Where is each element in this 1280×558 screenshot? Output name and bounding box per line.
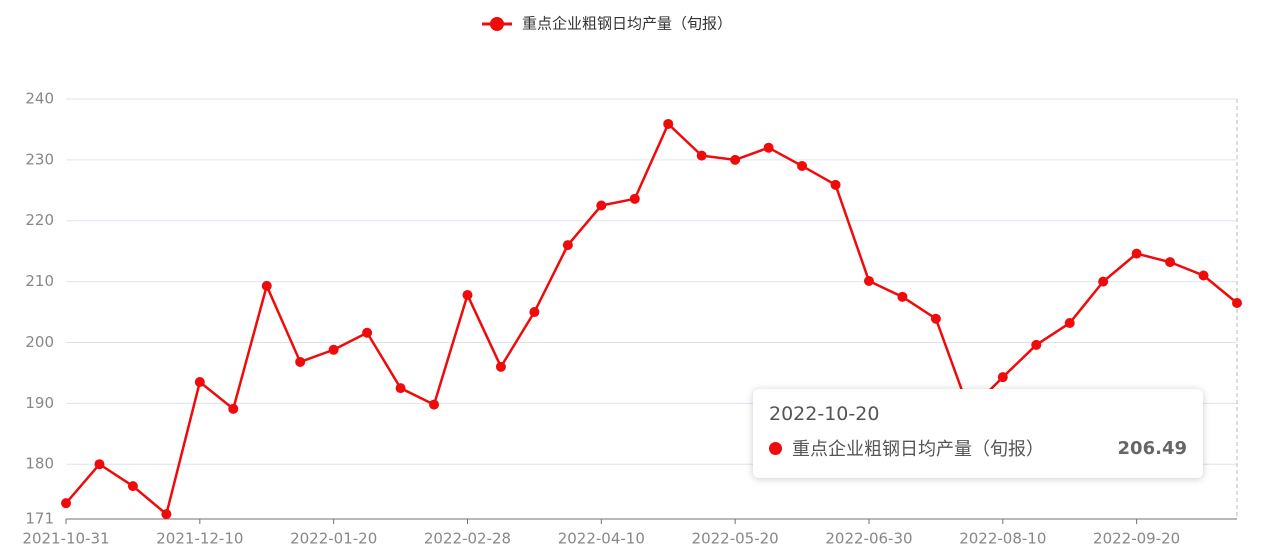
point: [1198, 270, 1209, 281]
tooltip-series: 重点企业粗钢日均产量（旬报）: [792, 439, 1044, 460]
x-tick-label: 2022-05-20: [692, 530, 779, 548]
point: [763, 142, 774, 153]
point: [295, 356, 306, 367]
point: [797, 160, 808, 171]
y-tick-label: 210: [25, 272, 54, 290]
point: [696, 150, 707, 161]
point: [261, 280, 272, 291]
point: [1098, 276, 1109, 287]
point: [228, 403, 239, 414]
x-tick-label: 2022-02-28: [424, 530, 511, 548]
legend-label: 重点企业粗钢日均产量（旬报）: [522, 15, 732, 33]
point: [562, 240, 573, 251]
point: [362, 327, 373, 338]
x-tick-label: 2021-10-31: [22, 530, 109, 548]
x-tick-label: 2022-01-20: [290, 530, 377, 548]
point: [495, 361, 506, 372]
point: [1165, 257, 1176, 268]
x-tick-label: 2022-06-30: [825, 530, 912, 548]
x-tick-label: 2022-04-10: [558, 530, 645, 548]
legend-dot: [490, 17, 504, 31]
point: [395, 383, 406, 394]
y-tick-label: 171: [25, 510, 54, 528]
point: [596, 200, 607, 211]
series-line: [65, 121, 1238, 517]
point: [997, 372, 1008, 383]
tooltip-dot: [769, 441, 782, 455]
y-tick-label: 200: [25, 333, 54, 351]
tooltip-date: 2022-10-20: [769, 403, 880, 425]
point: [161, 509, 172, 520]
tooltip-row: 重点企业粗钢日均产量（旬报） 206.49: [769, 435, 1187, 461]
y-tick-label: 180: [25, 455, 54, 473]
y-tick-label: 190: [25, 394, 54, 412]
y-tick-label: 220: [25, 211, 54, 229]
tooltip-value: 206.49: [1117, 437, 1187, 459]
point: [730, 154, 741, 165]
point: [1232, 297, 1242, 308]
tooltip: 2022-10-20 重点企业粗钢日均产量（旬报） 206.49: [753, 389, 1203, 478]
point: [663, 118, 674, 129]
point: [429, 399, 440, 410]
point: [94, 459, 105, 470]
x-tick-label: 2022-08-10: [959, 530, 1046, 548]
point: [1031, 339, 1042, 350]
point: [61, 498, 71, 509]
y-tick-label: 230: [25, 150, 54, 168]
point: [629, 193, 640, 204]
point: [1131, 248, 1142, 259]
point: [127, 481, 138, 492]
point: [462, 290, 473, 300]
point: [1064, 318, 1075, 328]
point: [863, 276, 874, 286]
point: [830, 179, 841, 190]
point: [529, 307, 540, 318]
point: [897, 291, 908, 302]
point: [194, 377, 205, 388]
point: [930, 313, 941, 324]
x-tick-label: 2021-12-10: [156, 530, 243, 548]
x-tick-label: 2022-09-20: [1093, 530, 1180, 548]
y-tick-label: 240: [25, 90, 54, 108]
point: [328, 344, 339, 355]
